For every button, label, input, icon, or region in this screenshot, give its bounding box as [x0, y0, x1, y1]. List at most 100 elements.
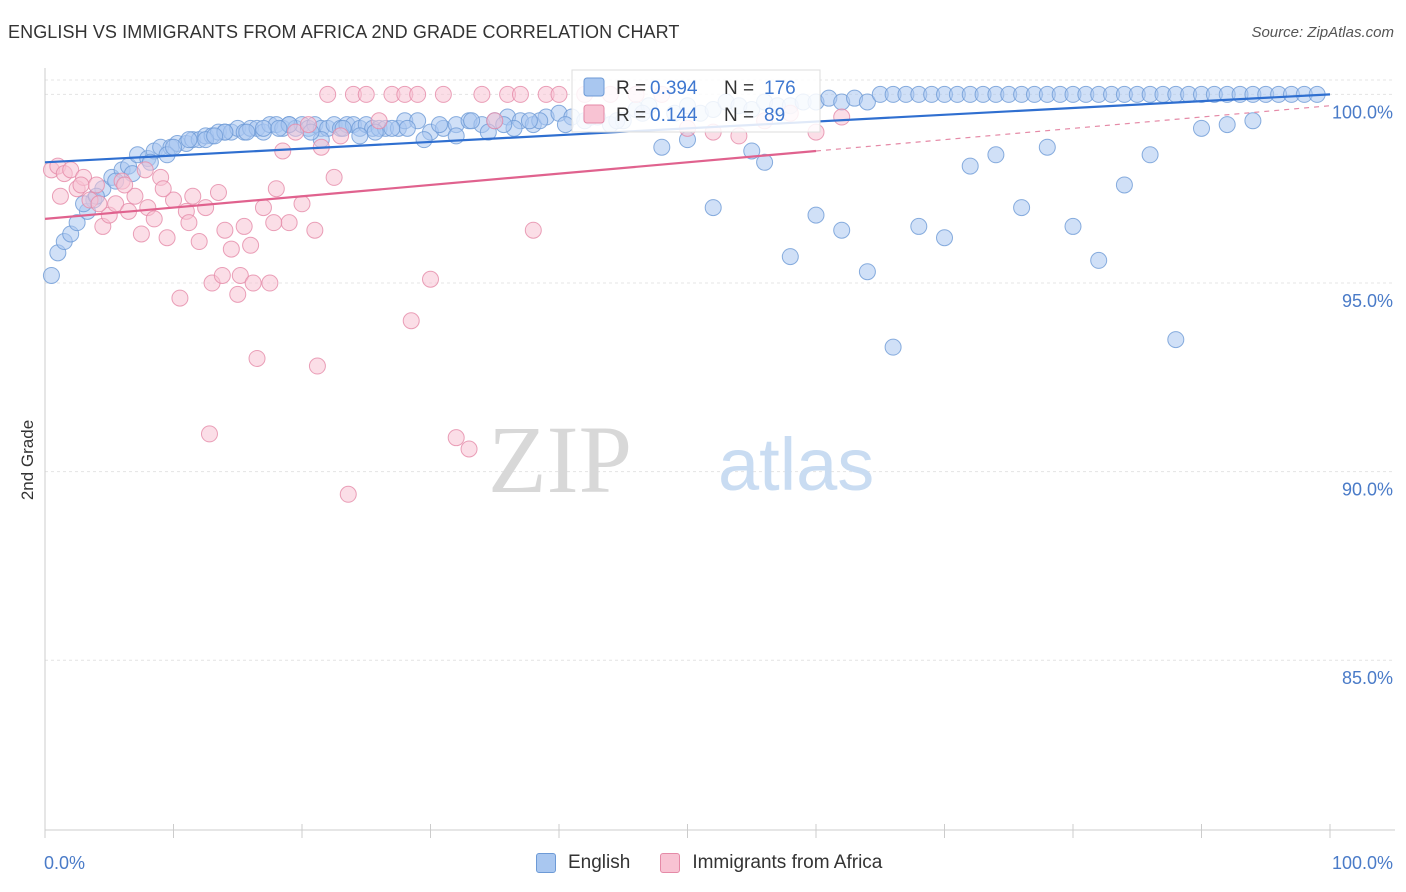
english-point [884, 338, 902, 356]
stats-legend: R = 0.394 N = 176 R = 0.144 N = 89 [571, 69, 821, 133]
africa-point [299, 116, 317, 134]
stats-box [571, 69, 821, 133]
english-point [807, 206, 825, 224]
english-point [206, 127, 224, 145]
africa-point [280, 214, 298, 232]
stats-swatch [583, 104, 605, 124]
africa-point [447, 429, 465, 447]
english-point [653, 138, 671, 156]
english-point [1115, 176, 1133, 194]
africa-point [308, 357, 326, 375]
africa-point [422, 270, 439, 288]
legend-label-africa: Immigrants from Africa [692, 852, 883, 873]
africa-point [242, 236, 260, 254]
africa-point [222, 240, 240, 258]
y-tick-label: 90.0% [1342, 480, 1393, 500]
english-point [351, 127, 369, 145]
africa-point [833, 108, 851, 126]
english-point [1013, 199, 1031, 217]
africa-point [473, 85, 491, 103]
africa-point [154, 180, 172, 198]
africa-point [158, 229, 176, 247]
legend-swatch-english [536, 853, 556, 873]
africa-point [261, 274, 279, 292]
english-point [704, 199, 722, 217]
legend-item-africa[interactable]: Immigrants from Africa [660, 852, 882, 874]
africa-point [200, 425, 218, 443]
english-point [910, 217, 928, 235]
x-tick-label-min: 0.0% [44, 853, 85, 873]
english-point [270, 119, 288, 137]
africa-point [511, 85, 529, 103]
africa-point [180, 214, 198, 232]
english-point [1218, 116, 1236, 134]
stats-n-value: 176 [764, 78, 796, 99]
english-point [1141, 146, 1159, 164]
legend-swatch-africa [660, 853, 681, 873]
africa-point [132, 225, 150, 243]
stats-n-label: N = [724, 78, 754, 99]
english-point [238, 123, 256, 141]
watermark-atlas: atlas [718, 423, 874, 506]
english-point [781, 248, 799, 266]
africa-point [87, 176, 105, 194]
series-africa [42, 85, 851, 503]
english-point [180, 131, 198, 149]
africa-point [293, 195, 311, 213]
english-point [858, 93, 876, 111]
english-point [68, 214, 86, 232]
africa-point [145, 210, 163, 228]
africa-point [319, 85, 337, 103]
tick-labels: 100.0% 95.0% 90.0% 85.0% 0.0% 100.0% [44, 102, 1393, 873]
africa-point [171, 289, 189, 307]
legend-label-english: English [568, 852, 631, 873]
africa-point [409, 85, 427, 103]
english-point [1244, 112, 1262, 130]
stats-n-label: N = [724, 105, 754, 126]
stats-r-value: 0.394 [650, 78, 698, 99]
africa-point [136, 161, 154, 179]
africa-point [550, 85, 568, 103]
africa-point [434, 85, 452, 103]
africa-point [486, 112, 504, 130]
english-point [398, 119, 416, 137]
africa-point [126, 187, 144, 205]
stats-swatch [583, 77, 605, 97]
english-point [833, 221, 851, 239]
africa-point [244, 274, 262, 292]
english-point [1064, 217, 1082, 235]
english-point [961, 157, 979, 175]
stats-r-value: 0.144 [650, 105, 698, 126]
africa-point [51, 187, 69, 205]
english-point [1193, 119, 1210, 137]
english-point [415, 131, 433, 149]
english-point [556, 116, 574, 134]
africa-point [72, 176, 90, 194]
english-point [756, 153, 774, 171]
chart-title: ENGLISH VS IMMIGRANTS FROM AFRICA 2ND GR… [8, 22, 680, 42]
africa-point [248, 349, 266, 367]
source-label: Source: ZipAtlas.com [1251, 24, 1394, 41]
africa-point [116, 176, 134, 194]
english-point [520, 112, 538, 130]
legend-item-english[interactable]: English [536, 852, 630, 874]
english-point [1167, 331, 1185, 349]
africa-point [190, 233, 208, 251]
africa-point [197, 199, 215, 217]
english-point [463, 112, 481, 130]
english-point [165, 138, 182, 156]
africa-point [402, 312, 420, 330]
africa-point [370, 112, 388, 130]
africa-point [332, 127, 350, 145]
africa-point [357, 85, 375, 103]
english-point [858, 263, 876, 281]
english-point [430, 116, 448, 134]
english-point [987, 146, 1005, 164]
gridlines [45, 79, 1395, 661]
africa-point [90, 195, 108, 213]
y-tick-label: 100.0% [1332, 102, 1393, 122]
watermark: ZIP atlas [488, 406, 874, 513]
africa-point [216, 221, 234, 239]
stats-n-value: 89 [764, 105, 785, 126]
